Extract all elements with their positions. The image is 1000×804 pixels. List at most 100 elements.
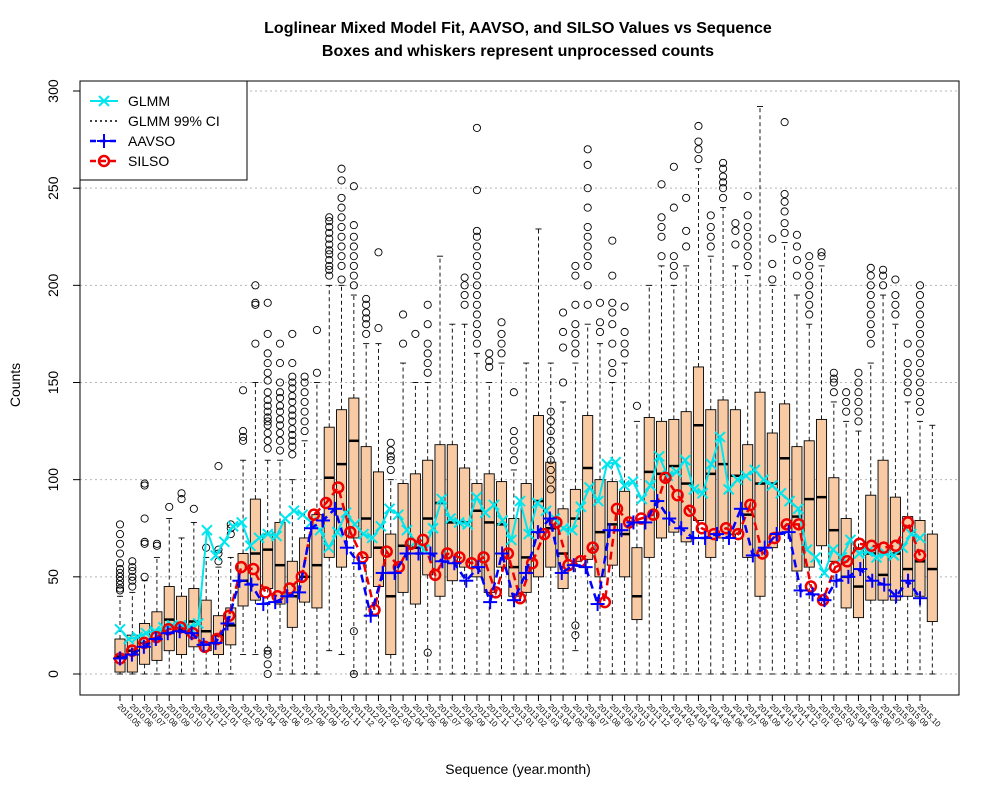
- silso-marker: [792, 518, 806, 531]
- outlier-point: [608, 236, 617, 245]
- silso-marker: [380, 545, 393, 558]
- glmm-marker: [896, 541, 909, 554]
- outlier-point: [472, 320, 481, 329]
- glmm-marker: [575, 501, 587, 513]
- silso-marker: [744, 498, 757, 512]
- box-iqr: [582, 415, 594, 560]
- silso-marker: [344, 525, 357, 539]
- silso-marker: [683, 504, 696, 518]
- outlier-point: [251, 281, 260, 290]
- glmm-marker: [809, 551, 822, 564]
- outlier-point: [608, 339, 617, 348]
- outlier-point: [140, 514, 149, 523]
- outlier-point: [669, 162, 678, 171]
- y-tick-label: 0: [45, 670, 61, 678]
- outlier-point: [719, 164, 728, 173]
- outlier-point: [177, 495, 186, 504]
- outlier-point: [768, 259, 777, 269]
- outlier-point: [546, 407, 555, 416]
- outlier-point: [300, 407, 309, 416]
- outlier-point: [251, 300, 260, 309]
- silso-marker: [877, 541, 890, 554]
- glmm-marker: [131, 631, 144, 643]
- outlier-point: [583, 281, 592, 290]
- glmm-marker: [270, 530, 283, 542]
- outlier-point: [362, 329, 371, 338]
- glmm-marker: [696, 487, 709, 499]
- outlier-point: [571, 261, 580, 270]
- outlier-point: [349, 627, 358, 636]
- outlier-point: [349, 221, 358, 230]
- glmm-marker: [870, 551, 883, 564]
- outlier-point: [423, 339, 432, 348]
- box-iqr: [754, 391, 766, 597]
- outlier-point: [423, 300, 432, 309]
- silso-marker: [234, 560, 248, 574]
- outlier-point: [509, 456, 518, 465]
- outlier-point: [485, 357, 494, 366]
- outlier-point: [374, 324, 383, 333]
- legend-label-glmm: GLMM: [128, 93, 170, 109]
- outlier-point: [620, 349, 629, 358]
- glmm-marker: [566, 524, 578, 536]
- outlier-point: [854, 417, 863, 426]
- glmm-marker: [714, 431, 726, 443]
- outlier-point: [386, 446, 395, 455]
- outlier-point: [546, 465, 555, 475]
- glmm-marker: [844, 534, 857, 546]
- outlier-point: [263, 388, 272, 397]
- glmm-marker: [366, 532, 378, 544]
- glmm-marker: [236, 516, 248, 529]
- outlier-point: [571, 300, 580, 309]
- outlier-point: [694, 145, 703, 154]
- outlier-point: [669, 261, 678, 270]
- box-2011.08: [299, 372, 311, 675]
- box-iqr: [299, 537, 311, 603]
- glmm-marker: [636, 493, 648, 505]
- outlier-point: [325, 228, 334, 237]
- outlier-point: [177, 489, 186, 498]
- box-2013.06: [569, 261, 581, 652]
- box-iqr: [877, 459, 889, 601]
- glmm-marker: [401, 524, 413, 536]
- silso-marker: [804, 580, 818, 593]
- outlier-point: [915, 320, 925, 329]
- series-aavso: [113, 494, 927, 666]
- outlier-point: [275, 393, 285, 403]
- glmm-marker: [98, 95, 110, 107]
- outlier-point: [115, 586, 125, 595]
- glmm-marker: [853, 547, 865, 560]
- silso-marker: [780, 518, 793, 531]
- outlier-point: [128, 566, 137, 576]
- outlier-point: [719, 158, 728, 167]
- outlier-point: [915, 378, 925, 387]
- outlier-point: [915, 300, 925, 309]
- silso-marker: [586, 541, 599, 554]
- outlier-point: [288, 411, 297, 420]
- outlier-point: [719, 172, 728, 181]
- outlier-point: [509, 436, 518, 445]
- box-iqr: [483, 473, 495, 593]
- glmm-marker: [627, 475, 639, 488]
- glmm-marker: [470, 491, 483, 503]
- glmm-marker: [253, 532, 265, 544]
- outlier-point: [706, 222, 715, 232]
- outlier-point: [472, 252, 481, 261]
- outlier-point: [288, 378, 297, 387]
- outlier-point: [115, 572, 125, 581]
- box-2011.06: [274, 339, 286, 675]
- glmm-marker: [427, 522, 439, 534]
- outlier-point: [546, 436, 555, 445]
- outlier-point: [891, 310, 900, 319]
- glmm-marker: [618, 479, 631, 492]
- box-2011.12: [348, 182, 360, 679]
- box-undefined: [926, 424, 938, 675]
- glmm-marker: [453, 516, 465, 529]
- outlier-point: [263, 395, 272, 405]
- outlier-point: [583, 145, 592, 154]
- y-tick-label: 100: [45, 468, 61, 492]
- box-iqr: [471, 483, 483, 578]
- glmm-marker: [792, 503, 804, 515]
- silso-marker: [198, 640, 212, 654]
- outlier-point: [472, 271, 481, 280]
